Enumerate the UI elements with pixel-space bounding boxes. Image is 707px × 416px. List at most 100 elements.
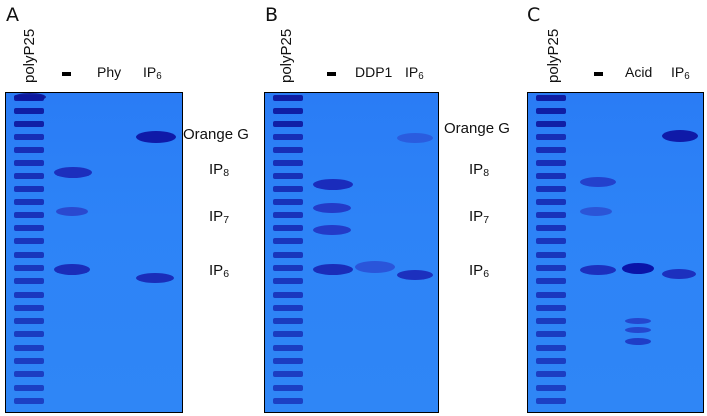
ladder-band — [273, 291, 303, 298]
lane-label-acid: Acid — [625, 64, 653, 80]
ladder-band — [14, 160, 44, 166]
ladder-band — [273, 318, 303, 325]
ladder-band — [14, 121, 44, 127]
ladder-band — [536, 225, 566, 231]
ladder-band — [536, 173, 566, 179]
band-b-ddp1 — [355, 261, 395, 273]
ladder-band — [273, 134, 303, 140]
ladder-band — [14, 384, 44, 391]
lane-label-ip6-c: IP6 — [671, 64, 690, 82]
lane-label-phy: Phy — [97, 64, 122, 80]
ladder-band — [273, 358, 303, 364]
ladder-band — [536, 397, 566, 404]
band-b-ip6 — [313, 264, 353, 275]
ladder-band — [536, 318, 566, 325]
band-c-acid-main — [622, 263, 654, 274]
band-c-acid-low2 — [625, 327, 651, 333]
ladder-band — [536, 108, 566, 114]
ladder-band — [273, 173, 303, 179]
ladder-band — [536, 95, 566, 101]
lane-label-minus-c — [594, 72, 603, 76]
ladder-band — [14, 318, 44, 325]
ladder-band — [273, 344, 303, 351]
lane-label-minus-a — [62, 72, 71, 76]
label-ip6-a: IP6 — [209, 262, 230, 280]
ladder-band — [536, 199, 566, 205]
band-c-acid-low3 — [625, 338, 651, 345]
ladder-band — [14, 134, 44, 140]
ladder-band — [14, 108, 44, 114]
ladder-band — [14, 186, 44, 192]
gel-panel-b — [264, 92, 439, 413]
panel-letter-a: A — [6, 4, 19, 26]
ladder-band — [14, 344, 44, 351]
ladder-band — [273, 212, 303, 218]
band-a-ip6-lane3 — [136, 273, 174, 283]
band-c-ip8 — [580, 177, 616, 187]
panel-letter-b: B — [265, 4, 279, 26]
band-b-orangeg — [397, 133, 433, 143]
ladder-band — [273, 199, 303, 205]
ladder-band — [14, 278, 44, 285]
ladder-band — [273, 278, 303, 285]
ladder-band — [273, 238, 303, 245]
ladder-band — [14, 95, 44, 101]
ladder-band — [14, 251, 44, 258]
band-c-ip6-lane3 — [662, 269, 696, 279]
ladder-band — [14, 397, 44, 404]
ladder-band — [273, 264, 303, 271]
ladder-band — [536, 251, 566, 258]
ladder-band — [536, 304, 566, 311]
band-b-ip7b — [313, 225, 351, 235]
band-a-ip7 — [56, 207, 88, 216]
ladder-band — [536, 291, 566, 298]
band-c-orangeg — [662, 130, 698, 142]
ladder-band — [536, 186, 566, 192]
ladder-band — [536, 134, 566, 140]
ladder-band — [273, 371, 303, 378]
ladder-band — [273, 384, 303, 391]
label-ip7-b: IP7 — [469, 208, 490, 226]
ladder-band — [14, 225, 44, 231]
ladder-band — [14, 173, 44, 179]
band-c-ip7 — [580, 207, 612, 216]
band-c-acid-low1 — [625, 318, 651, 324]
band-c-ip6 — [580, 265, 616, 275]
band-a-ip8 — [54, 167, 92, 178]
ladder-band — [273, 186, 303, 192]
band-a-ip6 — [54, 264, 90, 275]
ladder-band — [273, 397, 303, 404]
lane-label-ip6-b: IP6 — [405, 64, 424, 82]
ladder-band — [536, 238, 566, 245]
ladder-band — [536, 160, 566, 166]
ladder-band — [273, 331, 303, 338]
ladder-band — [273, 251, 303, 258]
ladder-label-c: polyP25 — [545, 28, 562, 83]
ladder-band — [14, 264, 44, 271]
ladder-band — [273, 304, 303, 311]
ladder-band — [536, 121, 566, 127]
gel-panel-c — [527, 92, 704, 413]
lane-label-minus-b — [327, 72, 336, 76]
ladder-label-a: polyP25 — [21, 28, 38, 83]
ladder-band — [273, 225, 303, 231]
label-orange-g-a: Orange G — [183, 126, 249, 143]
ladder-band — [14, 371, 44, 378]
ladder-band — [536, 331, 566, 338]
ladder-band — [273, 147, 303, 153]
ladder-band — [536, 212, 566, 218]
ladder-band — [14, 291, 44, 298]
ladder-band — [14, 331, 44, 338]
label-ip7-a: IP7 — [209, 208, 230, 226]
label-orange-g-b: Orange G — [444, 120, 510, 137]
ladder-band — [14, 212, 44, 218]
band-b-ip7a — [313, 203, 351, 213]
lane-label-ddp1: DDP1 — [355, 64, 393, 80]
ladder-band — [14, 199, 44, 205]
ladder-band — [14, 238, 44, 245]
ladder-band — [536, 371, 566, 378]
gel-panel-a — [5, 92, 183, 413]
ladder-band — [536, 358, 566, 364]
ladder-band — [536, 384, 566, 391]
band-a-orangeg — [136, 131, 176, 143]
